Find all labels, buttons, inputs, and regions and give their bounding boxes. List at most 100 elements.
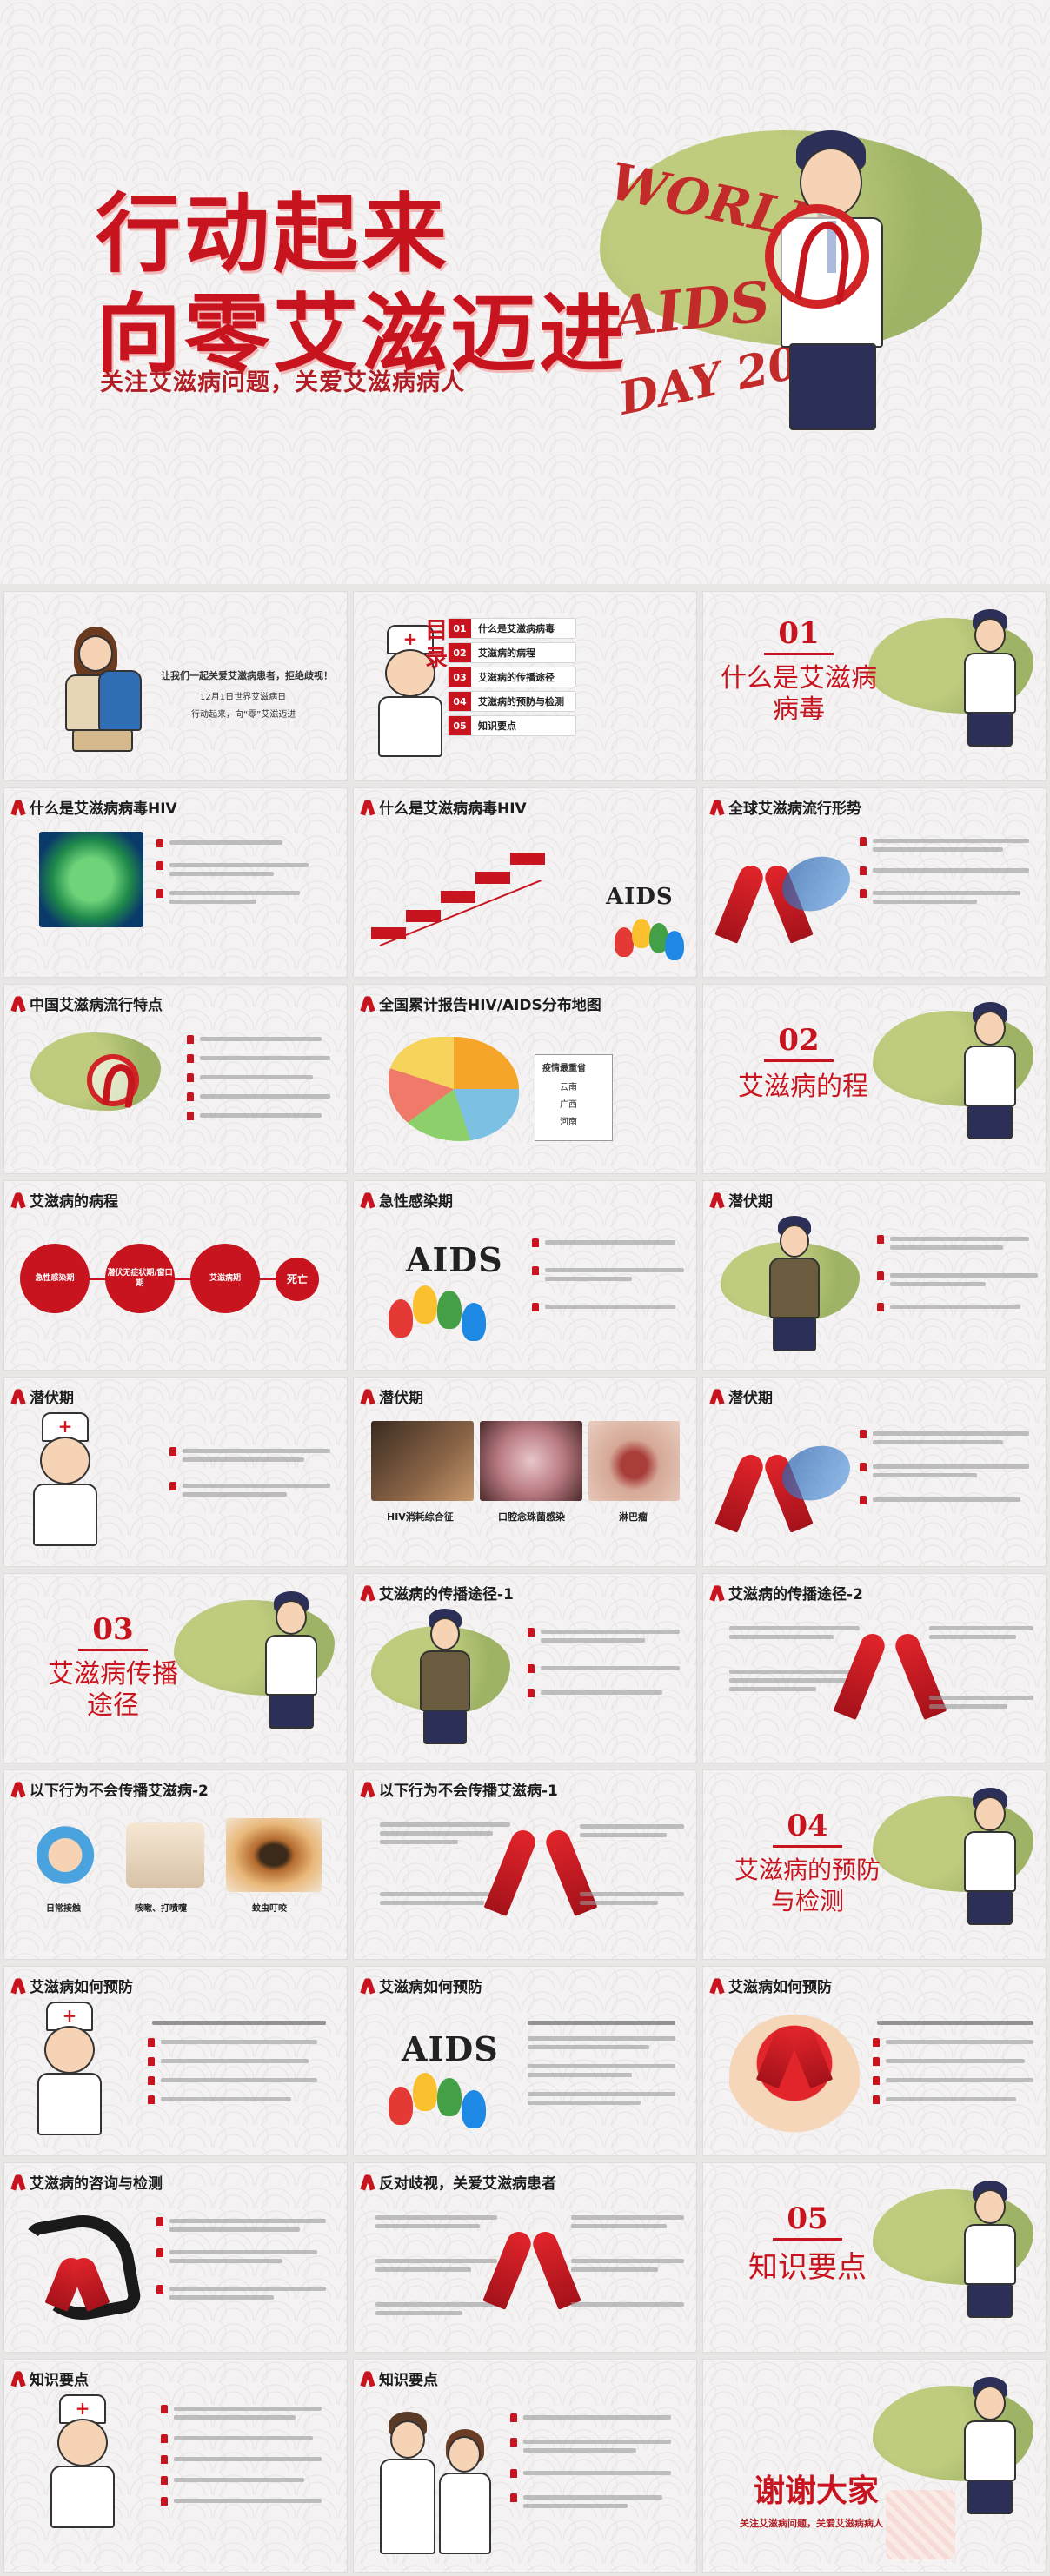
slide-title: 知识要点 bbox=[362, 2367, 438, 2389]
toc-item-1[interactable]: 01 什么是艾滋病病毒 bbox=[448, 618, 576, 639]
mosquito-image bbox=[226, 1818, 322, 1892]
slide-prevention-1[interactable]: 艾滋病如何预防 bbox=[3, 1966, 348, 2156]
slide-disease-course[interactable]: 艾滋病的病程 急性感染期 潜伏无症状期/窗口期 艾滋病期 死亡 bbox=[3, 1180, 348, 1371]
section-title: 艾滋病的程 bbox=[738, 1072, 868, 1102]
ribbon-icon bbox=[712, 1192, 722, 1208]
slide-key-points-1[interactable]: 知识要点 bbox=[3, 2359, 348, 2573]
ribbon-icon bbox=[13, 1389, 23, 1404]
slide-title: 潜伏期 bbox=[712, 1385, 773, 1407]
intro-line-1: 让我们一起关爱艾滋病患者，拒绝歧视！ bbox=[161, 670, 333, 681]
cartoon-man-figure bbox=[764, 1216, 825, 1355]
toc-item-2[interactable]: 02 艾滋病的病程 bbox=[448, 642, 576, 663]
red-ribbon-icon bbox=[506, 2233, 558, 2311]
section-number: 03 bbox=[43, 1612, 183, 1651]
aids-word: AIDS bbox=[402, 2029, 499, 2068]
slide-title: 艾滋病如何预防 bbox=[712, 1975, 832, 1996]
slide-key-points-2[interactable]: 知识要点 bbox=[353, 2359, 697, 2573]
toc-item-3[interactable]: 03 艾滋病的传播途径 bbox=[448, 667, 576, 687]
intro-line-2: 12月1日世界艾滋病日 bbox=[200, 693, 287, 702]
slide-intro[interactable]: 让我们一起关爱艾滋病患者，拒绝歧视！ 12月1日世界艾滋病日 行动起来，向“零”… bbox=[3, 591, 348, 781]
ribbon-icon bbox=[362, 800, 373, 815]
slide-section-03[interactable]: 03 艾滋病传播 途径 bbox=[3, 1573, 348, 1763]
red-ribbon-icon bbox=[510, 1831, 571, 1918]
photo-oral-candidiasis bbox=[480, 1421, 582, 1501]
timeline-bar bbox=[441, 891, 475, 903]
red-ribbon-icon bbox=[738, 866, 790, 945]
slide-section-02[interactable]: 02 艾滋病的程 bbox=[702, 984, 1047, 1174]
ribbon-icon bbox=[712, 1585, 722, 1601]
painted-hands-image bbox=[615, 919, 684, 971]
ribbon-icon bbox=[362, 996, 373, 1012]
slide-title: 中国艾滋病流行特点 bbox=[13, 993, 163, 1014]
slide-consult-test[interactable]: 艾滋病的咨询与检测 bbox=[3, 2162, 348, 2353]
section-title-l1: 艾滋病的预防 bbox=[734, 1856, 881, 1884]
slide-latency-1[interactable]: 潜伏期 bbox=[702, 1180, 1047, 1371]
contents-title-b: 录 bbox=[425, 646, 449, 672]
slide-what-is-hiv-2[interactable]: 什么是艾滋病病毒HIV AIDS bbox=[353, 787, 697, 978]
stage-2: 潜伏无症状期/窗口期 bbox=[105, 1244, 175, 1313]
slide-thanks[interactable]: 谢谢大家 关注艾滋病问题，关爱艾滋病病人 bbox=[702, 2359, 1047, 2573]
slide-latency-4[interactable]: 潜伏期 bbox=[702, 1377, 1047, 1567]
slide-section-04[interactable]: 04 艾滋病的预防 与检测 bbox=[702, 1769, 1047, 1960]
aids-word: AIDS bbox=[606, 884, 674, 910]
slide-title: 全球艾滋病流行形势 bbox=[712, 796, 861, 818]
timeline-bar bbox=[475, 872, 510, 884]
cough-sneeze-image bbox=[126, 1822, 204, 1888]
slide-global-situation[interactable]: 全球艾滋病流行形势 bbox=[702, 787, 1047, 978]
slide-acute-infection[interactable]: 急性感染期 AIDS bbox=[353, 1180, 697, 1371]
thanks-title: 谢谢大家 bbox=[753, 2473, 879, 2509]
slide-no-transmission-2[interactable]: 以下行为不会传播艾滋病-2 日常接触 咳嗽、打喷嚏 蚊虫叮咬 bbox=[3, 1769, 348, 1960]
toc-item-4[interactable]: 04 艾滋病的预防与检测 bbox=[448, 691, 576, 712]
slide-title: 知识要点 bbox=[13, 2367, 89, 2389]
slide-anti-discrimination[interactable]: 反对歧视，关爱艾滋病患者 bbox=[353, 2162, 697, 2353]
slide-china-features[interactable]: 中国艾滋病流行特点 bbox=[3, 984, 348, 1174]
caption-1: 日常接触 bbox=[46, 1904, 81, 1914]
cartoon-man-figure bbox=[955, 609, 1025, 748]
section-title: 知识要点 bbox=[748, 2250, 867, 2285]
slide-latency-2[interactable]: 潜伏期 bbox=[3, 1377, 348, 1567]
ribbon-icon bbox=[362, 2174, 373, 2190]
slide-title: 什么是艾滋病病毒HIV bbox=[13, 796, 177, 818]
slide-title: 艾滋病的传播途径-1 bbox=[362, 1582, 514, 1603]
section-number: 01 bbox=[729, 616, 868, 655]
slide-section-05[interactable]: 05 知识要点 bbox=[702, 2162, 1047, 2353]
ribbon-icon bbox=[712, 1978, 722, 1994]
hugging-kids-illustration bbox=[56, 627, 152, 757]
section-number: 04 bbox=[738, 1809, 877, 1848]
slide-what-is-hiv-1[interactable]: 什么是艾滋病病毒HIV bbox=[3, 787, 348, 978]
slide-title: 以下行为不会传播艾滋病-2 bbox=[13, 1778, 209, 1800]
doctor-illustration bbox=[30, 2002, 109, 2149]
ribbon-icon bbox=[712, 800, 722, 815]
ribbon-icon bbox=[13, 1978, 23, 1994]
slide-title: 艾滋病的病程 bbox=[13, 1189, 118, 1211]
red-ribbon-icon bbox=[773, 2028, 816, 2088]
slide-transmission-1[interactable]: 艾滋病的传播途径-1 bbox=[353, 1573, 697, 1763]
toc-item-5[interactable]: 05 知识要点 bbox=[448, 715, 576, 736]
ribbon-icon bbox=[362, 1389, 373, 1404]
decorative-pattern bbox=[886, 2490, 955, 2559]
slide-section-01[interactable]: 01 什么是艾滋病 病毒 bbox=[702, 591, 1047, 781]
cartoon-man-figure bbox=[955, 2377, 1025, 2516]
ribbon-icon bbox=[362, 1192, 373, 1208]
painted-hands-image bbox=[389, 2073, 502, 2142]
ribbon-icon bbox=[712, 1389, 722, 1404]
aids-word: AIDS bbox=[406, 1240, 503, 1279]
doctor-illustration bbox=[26, 1412, 104, 1560]
slide-transmission-2[interactable]: 艾滋病的传播途径-2 bbox=[702, 1573, 1047, 1763]
ribbon-icon bbox=[362, 1585, 373, 1601]
slide-prevention-3[interactable]: 艾滋病如何预防 bbox=[702, 1966, 1047, 2156]
slide-hiv-map[interactable]: 全国累计报告HIV/AIDS分布地图 疫情最重省 云南 广西 河南 bbox=[353, 984, 697, 1174]
cartoon-man-figure bbox=[955, 2181, 1025, 2320]
caption-2: 口腔念珠菌感染 bbox=[498, 1511, 565, 1523]
thanks-subtitle: 关注艾滋病问题，关爱艾滋病病人 bbox=[740, 2518, 883, 2529]
cartoon-man-figure bbox=[415, 1609, 475, 1748]
caption-1: HIV消耗综合征 bbox=[387, 1511, 454, 1523]
ribbon-icon bbox=[13, 2371, 23, 2387]
slide-no-transmission-1[interactable]: 以下行为不会传播艾滋病-1 bbox=[353, 1769, 697, 1960]
slide-prevention-2[interactable]: 艾滋病如何预防 AIDS bbox=[353, 1966, 697, 2156]
timeline-bar bbox=[510, 853, 545, 865]
slide-title: 潜伏期 bbox=[362, 1385, 423, 1407]
slide-latency-3[interactable]: 潜伏期 HIV消耗综合征 口腔念珠菌感染 淋巴瘤 bbox=[353, 1377, 697, 1567]
hero-title-line1: 行动起来 bbox=[96, 184, 451, 284]
